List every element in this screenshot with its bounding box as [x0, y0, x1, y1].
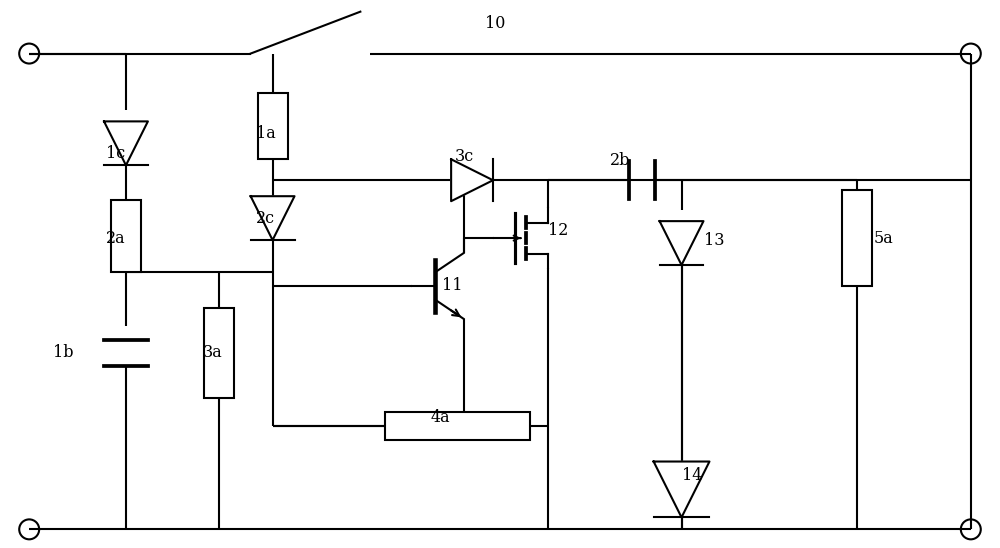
Text: 13: 13: [704, 232, 725, 249]
Text: 10: 10: [485, 15, 505, 32]
Polygon shape: [451, 159, 493, 201]
Bar: [385, 412, 530, 439]
Text: 2b: 2b: [610, 152, 630, 169]
Bar: [204, 308, 234, 398]
Text: 1a: 1a: [256, 125, 275, 142]
Text: 1b: 1b: [53, 344, 74, 361]
Bar: [258, 94, 288, 159]
Text: 3c: 3c: [455, 148, 474, 165]
Bar: [111, 200, 141, 272]
Text: 5a: 5a: [874, 230, 894, 247]
Text: 2c: 2c: [256, 210, 275, 227]
Text: 3a: 3a: [203, 344, 223, 361]
Text: 4a: 4a: [430, 409, 450, 426]
Polygon shape: [251, 196, 295, 240]
Polygon shape: [104, 122, 148, 165]
Text: 1c: 1c: [106, 145, 125, 162]
Polygon shape: [654, 461, 709, 517]
Text: 12: 12: [548, 221, 568, 238]
Text: 11: 11: [442, 277, 463, 294]
Text: 2a: 2a: [106, 230, 126, 247]
Bar: [842, 190, 872, 286]
Text: 14: 14: [682, 467, 702, 484]
Polygon shape: [660, 221, 703, 265]
